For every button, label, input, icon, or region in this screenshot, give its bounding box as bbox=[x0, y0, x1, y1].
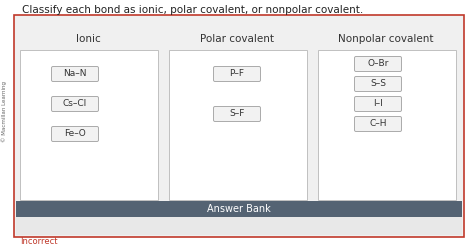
Text: Classify each bond as ionic, polar covalent, or nonpolar covalent.: Classify each bond as ionic, polar coval… bbox=[22, 5, 363, 15]
FancyBboxPatch shape bbox=[52, 127, 99, 142]
Text: Fe–O: Fe–O bbox=[64, 130, 86, 139]
FancyBboxPatch shape bbox=[16, 17, 462, 200]
FancyBboxPatch shape bbox=[213, 107, 261, 121]
Text: Answer Bank: Answer Bank bbox=[207, 204, 271, 214]
Text: C–H: C–H bbox=[369, 119, 387, 129]
Text: S–F: S–F bbox=[229, 110, 245, 118]
FancyBboxPatch shape bbox=[16, 217, 462, 235]
Text: Nonpolar covalent: Nonpolar covalent bbox=[338, 34, 434, 44]
Text: S–S: S–S bbox=[370, 79, 386, 88]
Text: © Macmillan Learning: © Macmillan Learning bbox=[1, 81, 7, 142]
FancyBboxPatch shape bbox=[318, 50, 456, 200]
FancyBboxPatch shape bbox=[355, 97, 401, 111]
FancyBboxPatch shape bbox=[20, 50, 158, 200]
Text: Na–N: Na–N bbox=[63, 70, 87, 79]
Text: Polar covalent: Polar covalent bbox=[200, 34, 274, 44]
FancyBboxPatch shape bbox=[52, 97, 99, 111]
FancyBboxPatch shape bbox=[355, 77, 401, 91]
FancyBboxPatch shape bbox=[169, 50, 307, 200]
Text: Ionic: Ionic bbox=[76, 34, 100, 44]
Text: Cs–Cl: Cs–Cl bbox=[63, 100, 87, 109]
FancyBboxPatch shape bbox=[14, 15, 464, 237]
FancyBboxPatch shape bbox=[16, 201, 462, 217]
FancyBboxPatch shape bbox=[355, 56, 401, 72]
FancyBboxPatch shape bbox=[213, 67, 261, 81]
Text: P–F: P–F bbox=[229, 70, 245, 79]
FancyBboxPatch shape bbox=[355, 116, 401, 132]
FancyBboxPatch shape bbox=[52, 67, 99, 81]
Text: I–I: I–I bbox=[373, 100, 383, 109]
Text: Incorrect: Incorrect bbox=[20, 237, 57, 246]
Text: O–Br: O–Br bbox=[367, 59, 389, 69]
